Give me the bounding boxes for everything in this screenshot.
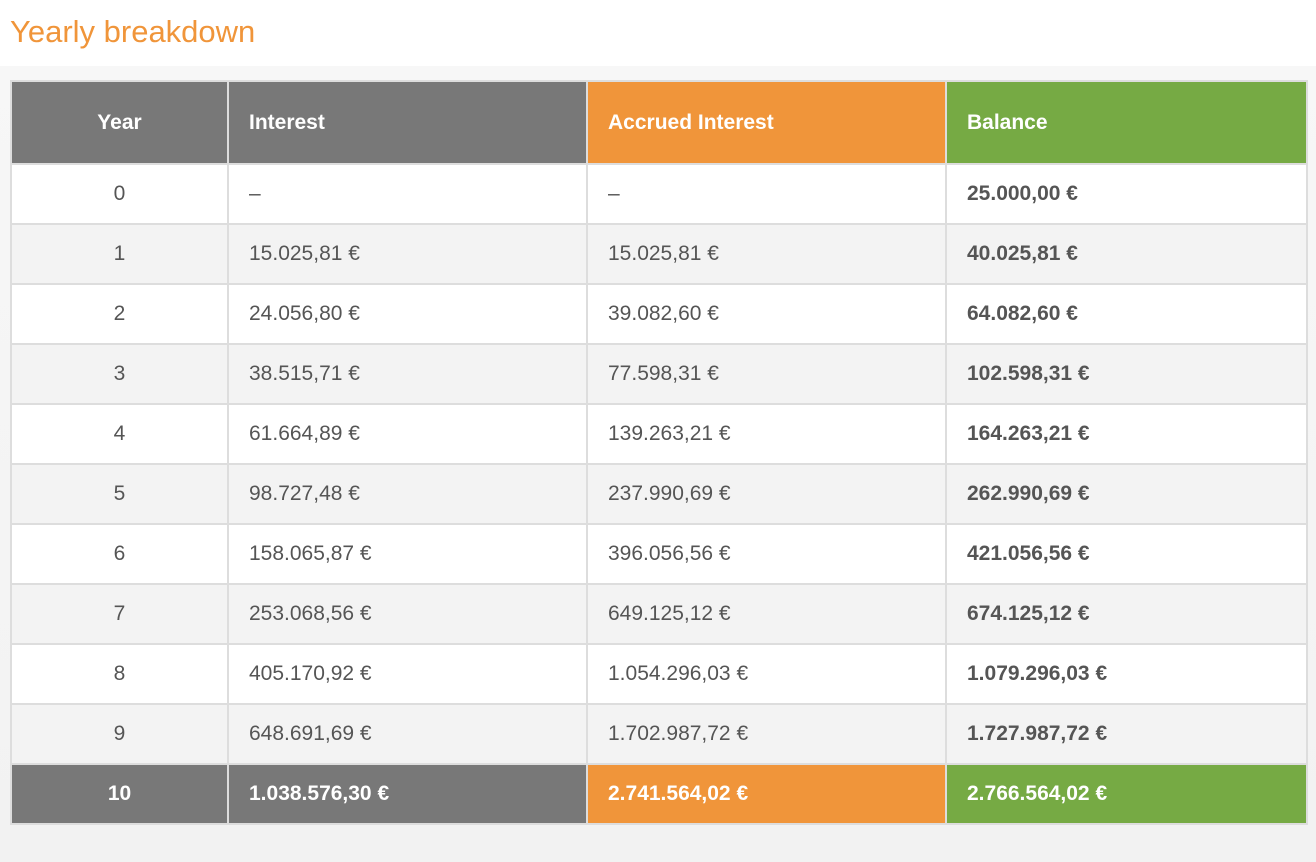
cell-balance: 25.000,00 € — [945, 163, 1308, 225]
cell-balance: 40.025,81 € — [945, 223, 1308, 285]
cell-balance: 421.056,56 € — [945, 523, 1308, 585]
cell-balance: 1.727.987,72 € — [945, 703, 1308, 765]
cell-year: 5 — [10, 463, 229, 525]
cell-accrued: 77.598,31 € — [586, 343, 947, 405]
total-row: 10 1.038.576,30 € 2.741.564,02 € 2.766.5… — [10, 763, 1308, 825]
cell-interest: 648.691,69 € — [227, 703, 588, 765]
cell-interest: 158.065,87 € — [227, 523, 588, 585]
table-container: Year Interest Accrued Interest Balance 0… — [0, 66, 1316, 862]
cell-interest: 405.170,92 € — [227, 643, 588, 705]
cell-year: 2 — [10, 283, 229, 345]
cell-interest: 253.068,56 € — [227, 583, 588, 645]
table-row: 5 98.727,48 € 237.990,69 € 262.990,69 € — [10, 463, 1308, 525]
table-row: 6 158.065,87 € 396.056,56 € 421.056,56 € — [10, 523, 1308, 585]
cell-interest: 61.664,89 € — [227, 403, 588, 465]
table-row: 0 – – 25.000,00 € — [10, 163, 1308, 225]
cell-interest: 15.025,81 € — [227, 223, 588, 285]
cell-balance: 674.125,12 € — [945, 583, 1308, 645]
total-balance: 2.766.564,02 € — [945, 763, 1308, 825]
cell-year: 8 — [10, 643, 229, 705]
header-balance: Balance — [945, 80, 1308, 165]
cell-year: 4 — [10, 403, 229, 465]
table-row: 1 15.025,81 € 15.025,81 € 40.025,81 € — [10, 223, 1308, 285]
total-interest: 1.038.576,30 € — [227, 763, 588, 825]
yearly-breakdown-table: Year Interest Accrued Interest Balance 0… — [10, 80, 1308, 825]
cell-accrued: 15.025,81 € — [586, 223, 947, 285]
cell-interest: 38.515,71 € — [227, 343, 588, 405]
cell-accrued: 1.702.987,72 € — [586, 703, 947, 765]
cell-accrued: 237.990,69 € — [586, 463, 947, 525]
cell-balance: 102.598,31 € — [945, 343, 1308, 405]
cell-accrued: 396.056,56 € — [586, 523, 947, 585]
total-accrued: 2.741.564,02 € — [586, 763, 947, 825]
header-year: Year — [10, 80, 229, 165]
cell-accrued: 39.082,60 € — [586, 283, 947, 345]
table-row: 7 253.068,56 € 649.125,12 € 674.125,12 € — [10, 583, 1308, 645]
table-row: 2 24.056,80 € 39.082,60 € 64.082,60 € — [10, 283, 1308, 345]
table-row: 9 648.691,69 € 1.702.987,72 € 1.727.987,… — [10, 703, 1308, 765]
cell-balance: 164.263,21 € — [945, 403, 1308, 465]
cell-accrued: 649.125,12 € — [586, 583, 947, 645]
header-interest: Interest — [227, 80, 588, 165]
table-row: 8 405.170,92 € 1.054.296,03 € 1.079.296,… — [10, 643, 1308, 705]
table-row: 4 61.664,89 € 139.263,21 € 164.263,21 € — [10, 403, 1308, 465]
cell-accrued: 139.263,21 € — [586, 403, 947, 465]
cell-accrued: 1.054.296,03 € — [586, 643, 947, 705]
table-row: 3 38.515,71 € 77.598,31 € 102.598,31 € — [10, 343, 1308, 405]
header-accrued-interest: Accrued Interest — [586, 80, 947, 165]
cell-balance: 64.082,60 € — [945, 283, 1308, 345]
cell-year: 6 — [10, 523, 229, 585]
cell-interest: 24.056,80 € — [227, 283, 588, 345]
header-row: Year Interest Accrued Interest Balance — [10, 80, 1308, 165]
cell-balance: 262.990,69 € — [945, 463, 1308, 525]
total-year: 10 — [10, 763, 229, 825]
cell-balance: 1.079.296,03 € — [945, 643, 1308, 705]
cell-year: 9 — [10, 703, 229, 765]
cell-interest: 98.727,48 € — [227, 463, 588, 525]
cell-year: 0 — [10, 163, 229, 225]
section-title: Yearly breakdown — [10, 14, 256, 49]
cell-year: 1 — [10, 223, 229, 285]
cell-year: 3 — [10, 343, 229, 405]
cell-accrued: – — [586, 163, 947, 225]
cell-interest: – — [227, 163, 588, 225]
cell-year: 7 — [10, 583, 229, 645]
